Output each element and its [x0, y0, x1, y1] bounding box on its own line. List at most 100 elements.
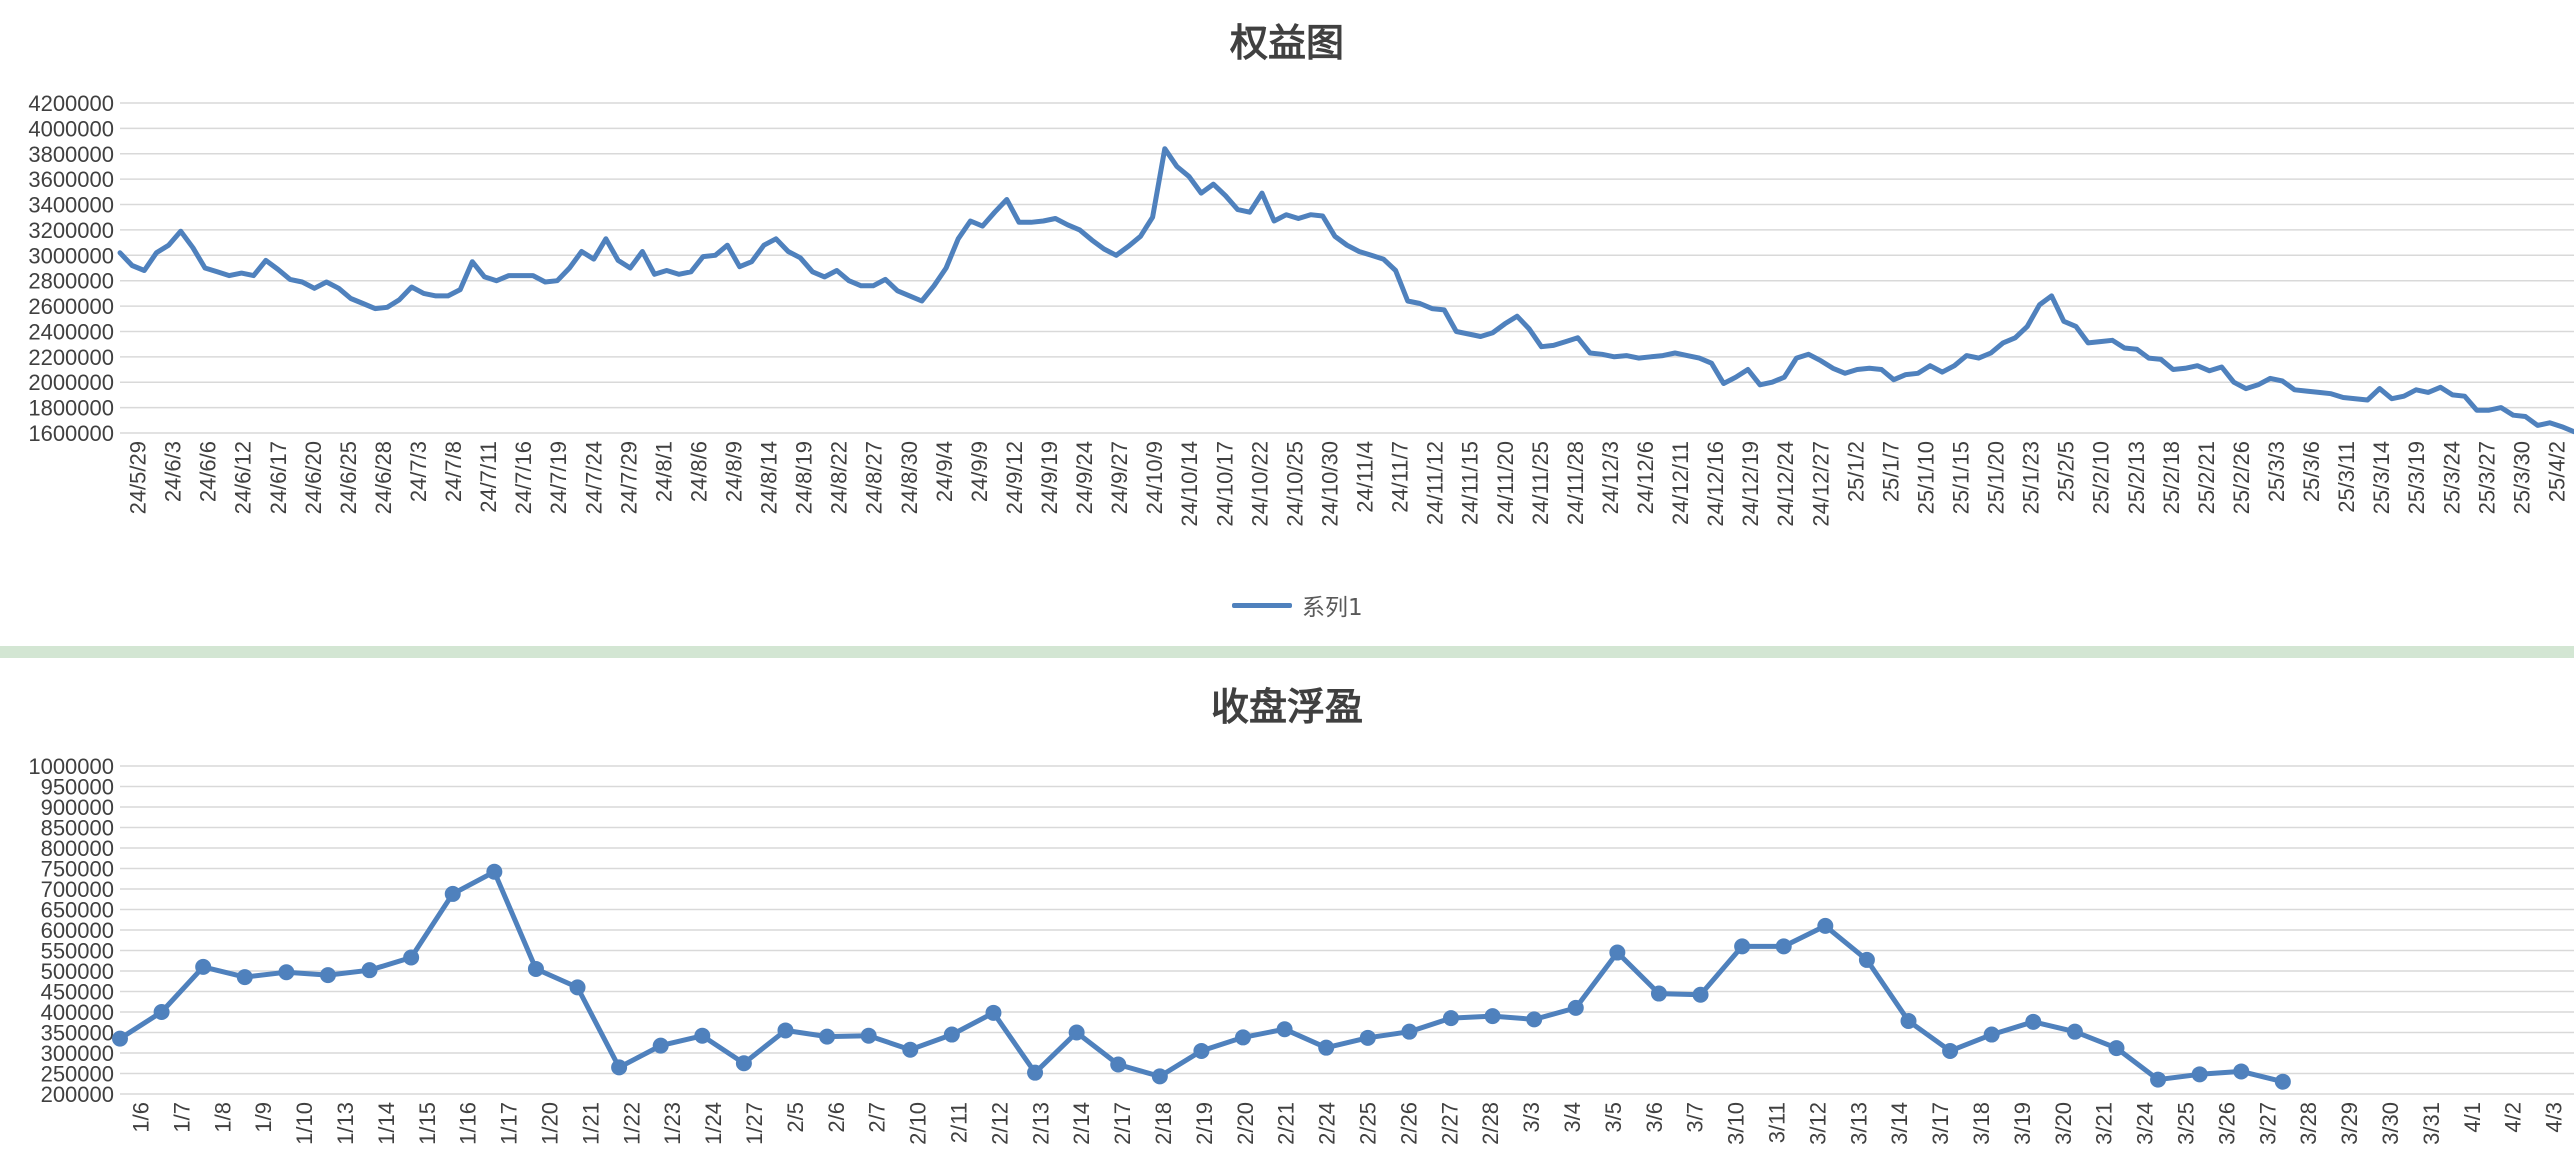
x-tick-label: 1/24 [701, 1102, 726, 1145]
data-point [819, 1028, 836, 1045]
data-point [153, 1004, 170, 1020]
data-point [860, 1027, 877, 1044]
x-tick-label: 24/8/9 [722, 441, 747, 502]
y-tick-label: 3800000 [28, 142, 114, 167]
x-tick-label: 25/1/7 [1878, 441, 1903, 502]
x-tick-label: 24/12/16 [1703, 441, 1728, 527]
x-tick-label: 24/7/8 [441, 441, 466, 502]
x-tick-label: 3/11 [1764, 1102, 1789, 1143]
data-point [486, 863, 503, 880]
x-tick-label: 2/28 [1478, 1102, 1503, 1145]
x-tick-label: 4/3 [2542, 1102, 2567, 1133]
y-tick-label: 2000000 [28, 370, 114, 395]
y-tick-label: 550000 [41, 939, 114, 964]
x-tick-label: 25/2/10 [2089, 441, 2114, 514]
x-tick-label: 24/6/12 [231, 441, 256, 514]
data-point [1775, 938, 1792, 955]
data-point [1110, 1056, 1127, 1073]
data-point [1193, 1042, 1210, 1059]
data-point [1151, 1068, 1168, 1085]
x-tick-label: 24/11/25 [1528, 441, 1553, 525]
x-tick-label: 24/8/1 [651, 441, 676, 502]
x-tick-label: 3/24 [2133, 1102, 2158, 1145]
x-tick-label: 1/8 [210, 1102, 235, 1133]
y-tick-label: 4000000 [28, 116, 114, 141]
x-tick-label: 1/6 [128, 1102, 153, 1133]
y-tick-label: 850000 [41, 816, 114, 841]
data-point [1526, 1011, 1543, 1028]
y-tick-label: 3200000 [28, 218, 114, 243]
x-tick-label: 3/14 [1887, 1102, 1912, 1145]
x-tick-label: 24/7/16 [511, 441, 536, 514]
x-tick-label: 24/6/6 [196, 441, 221, 502]
float-profit-plot-area: 2000002500003000003500004000004500005000… [28, 754, 2574, 1145]
data-point [2274, 1073, 2291, 1090]
y-tick-label: 700000 [41, 877, 114, 902]
data-point [1900, 1013, 1917, 1030]
x-tick-label: 24/10/9 [1142, 441, 1167, 514]
x-tick-label: 24/9/9 [967, 441, 992, 502]
x-tick-label: 2/5 [783, 1102, 808, 1133]
x-tick-label: 2/13 [1028, 1102, 1053, 1145]
x-tick-label: 24/10/25 [1282, 441, 1307, 527]
x-tick-label: 24/5/29 [126, 441, 151, 514]
equity-plot-area: 1600000180000020000002200000240000026000… [28, 91, 2574, 527]
x-tick-label: 25/2/26 [2229, 441, 2254, 514]
x-tick-label: 3/30 [2378, 1102, 2403, 1145]
x-tick-label: 1/10 [292, 1102, 317, 1145]
data-point [1276, 1021, 1293, 1038]
data-point [1734, 938, 1751, 955]
y-tick-label: 2200000 [28, 345, 114, 370]
x-tick-label: 24/12/11 [1668, 441, 1693, 525]
data-point [1401, 1023, 1418, 1040]
x-tick-label: 1/27 [742, 1102, 767, 1145]
x-tick-label: 2/24 [1315, 1102, 1340, 1145]
data-point [2066, 1023, 2083, 1040]
y-tick-label: 900000 [41, 795, 114, 820]
x-tick-label: 2/27 [1437, 1102, 1462, 1145]
y-tick-label: 650000 [41, 898, 114, 923]
data-point [2191, 1066, 2208, 1083]
data-point [1609, 944, 1626, 961]
x-tick-label: 2/12 [987, 1102, 1012, 1145]
x-tick-label: 25/2/21 [2194, 441, 2219, 514]
x-tick-label: 2/20 [1233, 1102, 1258, 1145]
y-tick-label: 800000 [41, 836, 114, 861]
data-point [777, 1022, 794, 1039]
x-tick-label: 24/8/6 [686, 441, 711, 502]
x-tick-label: 24/6/28 [371, 441, 396, 514]
x-tick-label: 3/21 [2092, 1102, 2117, 1145]
x-tick-label: 1/22 [619, 1102, 644, 1145]
data-point [1983, 1026, 2000, 1043]
y-tick-label: 500000 [41, 959, 114, 984]
x-tick-label: 2/19 [1192, 1102, 1217, 1145]
data-point [278, 964, 295, 981]
x-tick-label: 24/6/3 [161, 441, 186, 502]
x-tick-label: 25/3/3 [2264, 441, 2289, 502]
data-point [2108, 1040, 2125, 1057]
x-tick-label: 3/18 [1969, 1102, 1994, 1145]
data-point [527, 960, 544, 977]
x-tick-label: 24/8/19 [792, 441, 817, 514]
x-tick-label: 24/8/27 [862, 441, 887, 514]
x-tick-label: 2/26 [1396, 1102, 1421, 1145]
x-tick-label: 1/9 [251, 1102, 276, 1133]
x-tick-label: 3/19 [2010, 1102, 2035, 1145]
x-tick-label: 25/4/2 [2544, 441, 2569, 502]
x-tick-label: 3/12 [1805, 1102, 1830, 1145]
x-tick-label: 24/12/27 [1808, 441, 1833, 527]
legend: 系列1 [1232, 588, 1363, 622]
x-tick-label: 2/10 [906, 1102, 931, 1145]
x-tick-label: 3/20 [2051, 1102, 2076, 1145]
y-tick-label: 750000 [41, 857, 114, 882]
x-tick-label: 25/2/13 [2124, 441, 2149, 514]
data-point [1027, 1064, 1044, 1081]
x-tick-label: 2/18 [1151, 1102, 1176, 1145]
x-tick-label: 3/25 [2173, 1102, 2198, 1145]
data-point [652, 1037, 669, 1054]
x-tick-label: 1/15 [415, 1102, 440, 1145]
closing-float-profit-chart: 收盘浮盈 200000 250000 300000 350000 400000 45000… [0, 658, 2574, 1156]
data-point [361, 962, 378, 979]
x-tick-label: 24/9/12 [1002, 441, 1027, 514]
y-tick-label: 1000000 [28, 754, 114, 779]
